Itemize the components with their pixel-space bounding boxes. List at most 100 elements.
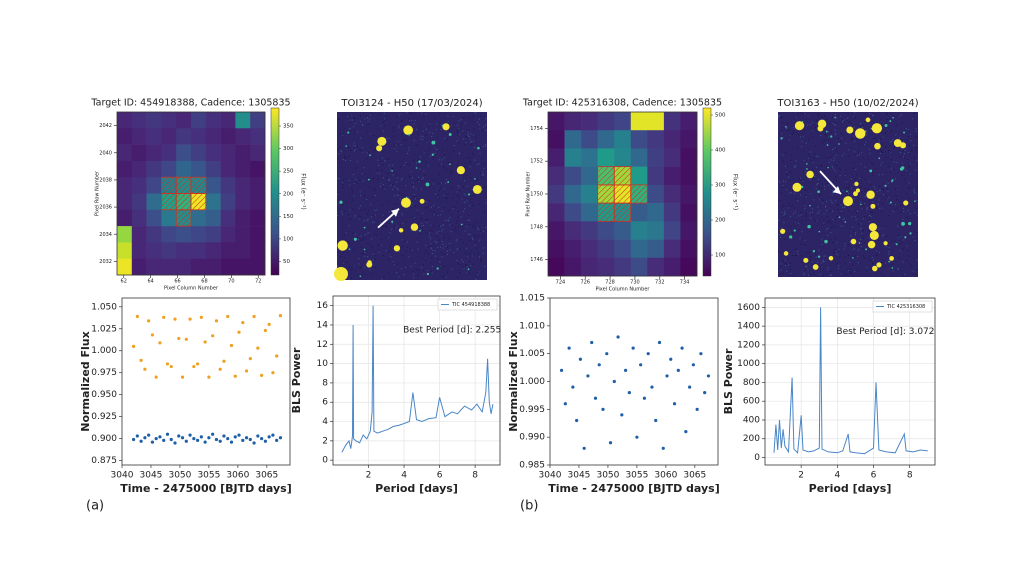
- sky-noise: [382, 121, 384, 123]
- sky-noise: [851, 250, 853, 252]
- sky-noise: [819, 273, 821, 275]
- sky-noise: [474, 146, 476, 148]
- sky-noise: [423, 273, 425, 275]
- sky-noise: [421, 219, 423, 221]
- sky-noise: [455, 227, 457, 229]
- sky-noise: [463, 266, 465, 268]
- sky-noise: [844, 256, 846, 258]
- sky-noise: [446, 179, 448, 181]
- sky-noise: [778, 233, 780, 235]
- colorbar-tick-label: 300: [715, 183, 726, 189]
- x-tick-label: 3055: [625, 471, 648, 481]
- sky-noise: [915, 136, 917, 138]
- sky-noise: [463, 137, 465, 139]
- sky-noise: [795, 165, 797, 167]
- sky-noise: [355, 147, 357, 149]
- sky-noise: [843, 206, 845, 208]
- sky-noise: [892, 270, 894, 272]
- sky-noise: [364, 173, 366, 175]
- sky-noise: [806, 114, 808, 116]
- sky-noise: [805, 265, 807, 267]
- sky-noise: [413, 274, 415, 276]
- sky-noise: [823, 222, 825, 224]
- sky-noise: [461, 123, 463, 125]
- pixel: [146, 226, 162, 243]
- sky-noise: [352, 264, 354, 266]
- sky-noise: [340, 161, 342, 163]
- y-tick-label: 1748: [530, 224, 543, 230]
- sky-noise: [366, 152, 368, 154]
- sky-noise: [854, 255, 856, 257]
- pixel: [205, 144, 221, 162]
- sky-noise: [391, 228, 393, 230]
- pixel: [176, 258, 192, 276]
- sky-noise: [906, 245, 908, 247]
- sky-noise: [400, 179, 402, 181]
- sky-noise: [909, 187, 911, 189]
- sky-noise: [403, 164, 405, 166]
- pixel: [146, 258, 162, 276]
- sky-noise: [381, 278, 383, 280]
- sky-noise: [466, 263, 468, 265]
- sky-noise: [850, 235, 852, 237]
- sky-noise: [455, 230, 457, 232]
- sky-noise: [901, 203, 903, 205]
- pixel: [131, 160, 147, 178]
- y-tick-label: 0.985: [519, 461, 545, 471]
- sky-noise: [426, 207, 428, 209]
- sky-noise: [348, 241, 350, 243]
- sky-noise: [824, 157, 826, 159]
- data-point: [162, 315, 166, 319]
- sky-noise: [916, 186, 918, 188]
- sky-noise: [817, 182, 819, 184]
- sky-noise: [434, 240, 436, 242]
- data-point: [248, 357, 252, 361]
- sky-noise: [833, 251, 835, 253]
- sky-noise: [888, 253, 890, 255]
- sky-noise: [382, 184, 384, 186]
- pixel: [191, 258, 207, 276]
- data-point: [143, 436, 147, 440]
- sky-noise: [849, 271, 851, 273]
- sky-noise: [445, 168, 447, 170]
- sky-noise: [809, 259, 811, 261]
- sky-noise: [812, 129, 814, 131]
- sky-noise: [425, 244, 427, 246]
- sky-noise: [427, 252, 429, 254]
- sky-noise: [810, 151, 812, 153]
- sky-noise: [806, 266, 808, 268]
- sky-noise: [476, 227, 478, 229]
- sky-noise: [476, 247, 478, 249]
- sky-noise: [863, 255, 865, 257]
- sky-noise: [338, 148, 340, 150]
- sky-noise: [423, 170, 425, 172]
- sky-noise: [835, 148, 837, 150]
- pixel: [131, 177, 147, 194]
- sky-noise: [446, 250, 448, 252]
- sky-noise: [440, 267, 442, 269]
- sky-noise: [819, 210, 821, 212]
- sky-noise: [371, 238, 373, 240]
- pixel: [614, 239, 632, 259]
- sky-noise: [430, 238, 432, 240]
- star: [377, 136, 387, 146]
- sky-noise: [342, 134, 344, 136]
- pixel: [680, 112, 698, 131]
- star: [415, 167, 418, 169]
- star: [854, 128, 866, 139]
- sky-noise: [369, 269, 371, 271]
- star: [828, 256, 834, 261]
- pixel: [581, 112, 598, 131]
- sky-noise: [883, 234, 885, 236]
- sky-noise: [834, 249, 836, 251]
- data-point: [248, 437, 252, 442]
- sky-noise: [822, 259, 824, 261]
- sky-noise: [470, 265, 472, 267]
- sky-noise: [437, 196, 439, 198]
- sky-noise: [837, 138, 839, 140]
- sky-noise: [781, 187, 783, 189]
- sky-noise: [440, 187, 442, 189]
- sky-noise: [864, 122, 866, 124]
- data-point: [169, 364, 173, 369]
- sky-noise: [354, 149, 356, 151]
